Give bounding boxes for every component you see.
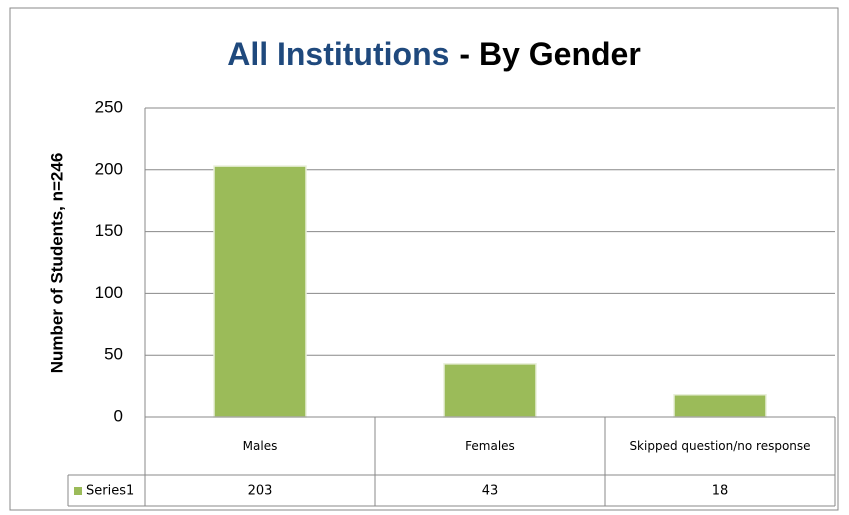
x-tick-label-box: Skipped question/no response <box>629 438 811 453</box>
y-tick-label: 50 <box>104 345 123 364</box>
x-tick-label-box: Males <box>242 438 278 453</box>
y-tick-label: 100 <box>95 283 123 302</box>
y-axis-label: Number of Students, n=246 <box>47 153 66 374</box>
table-value: 43 <box>482 484 499 499</box>
y-tick-label: 0 <box>114 406 123 425</box>
y-tick-label: 250 <box>95 97 123 116</box>
legend-label: Series1 <box>86 484 134 499</box>
x-tick-label-box: Females <box>465 438 515 453</box>
x-tick-label: Skipped question/no response <box>629 438 811 453</box>
legend-swatch <box>74 487 82 495</box>
chart-title: All Institutions - By Gender <box>227 36 641 72</box>
title-part: - By Gender <box>459 36 640 72</box>
bar <box>213 165 307 418</box>
chart-frame <box>9 7 839 511</box>
table-value: 203 <box>248 484 273 499</box>
x-tick-label: Females <box>465 438 515 453</box>
title-part: All Institutions <box>227 36 449 72</box>
table-value: 18 <box>712 484 729 499</box>
x-tick-label: Males <box>242 438 278 453</box>
bar <box>443 363 537 418</box>
bar <box>673 394 767 418</box>
y-tick-label: 150 <box>95 221 123 240</box>
y-tick-label: 200 <box>95 159 123 178</box>
